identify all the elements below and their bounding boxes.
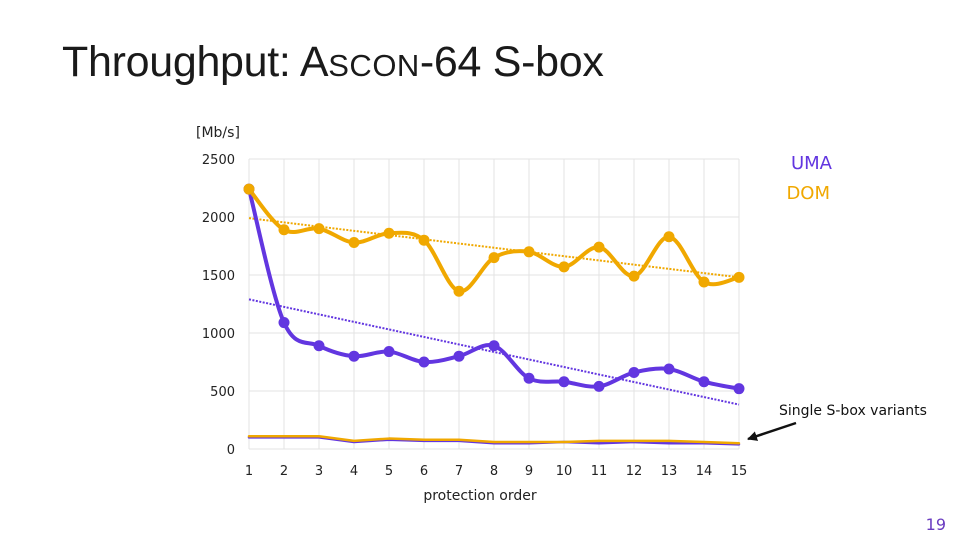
- data-point-uma: [594, 381, 605, 392]
- data-point-uma: [734, 383, 745, 394]
- data-point-dom: [279, 224, 290, 235]
- data-point-dom: [664, 231, 675, 242]
- data-point-uma: [349, 351, 360, 362]
- x-tick-label: 1: [245, 464, 253, 479]
- y-tick-label: 1000: [202, 327, 235, 342]
- data-point-dom: [384, 228, 395, 239]
- y-tick-label: 2500: [202, 153, 235, 168]
- annotation-label: Single S-box variants: [779, 403, 927, 419]
- y-tick-label: 2000: [202, 211, 235, 226]
- data-point-uma: [279, 317, 290, 328]
- y-tick-label: 500: [210, 385, 235, 400]
- annotation-arrow: [748, 423, 796, 439]
- data-point-uma: [384, 346, 395, 357]
- data-point-uma: [314, 340, 325, 351]
- data-point-dom: [559, 261, 570, 272]
- data-point-dom: [629, 271, 640, 282]
- x-tick-label: 15: [731, 464, 748, 479]
- data-point-dom: [524, 246, 535, 257]
- x-tick-label: 5: [385, 464, 393, 479]
- x-tick-label: 7: [455, 464, 463, 479]
- data-point-dom: [734, 272, 745, 283]
- x-axis-label: protection order: [423, 488, 537, 504]
- x-tick-label: 2: [280, 464, 288, 479]
- x-tick-label: 12: [626, 464, 643, 479]
- grid: [249, 159, 739, 449]
- legend-uma: UMA: [791, 153, 833, 174]
- x-tick-label: 14: [696, 464, 713, 479]
- y-tick-label: 1500: [202, 269, 235, 284]
- data-point-uma: [699, 376, 710, 387]
- data-point-dom: [349, 237, 360, 248]
- data-point-uma: [559, 376, 570, 387]
- data-point-uma: [629, 367, 640, 378]
- x-tick-label: 4: [350, 464, 358, 479]
- x-tick-label: 6: [420, 464, 428, 479]
- data-point-uma: [524, 373, 535, 384]
- x-tick-label: 13: [661, 464, 678, 479]
- y-axis-label: [Mb/s]: [196, 125, 240, 141]
- data-point-uma: [664, 363, 675, 374]
- data-point-dom: [699, 276, 710, 287]
- data-point-dom: [419, 235, 430, 246]
- x-tick-label: 11: [591, 464, 608, 479]
- data-point-dom: [489, 252, 500, 263]
- data-point-uma: [419, 357, 430, 368]
- data-point-dom: [594, 242, 605, 253]
- legend-dom: DOM: [786, 183, 830, 204]
- x-tick-label: 8: [490, 464, 498, 479]
- x-tick-label: 10: [556, 464, 573, 479]
- data-point-dom: [314, 223, 325, 234]
- x-tick-label: 3: [315, 464, 323, 479]
- page-number: 19: [926, 515, 946, 534]
- data-point-dom: [244, 184, 255, 195]
- data-point-uma: [454, 351, 465, 362]
- x-tick-label: 9: [525, 464, 533, 479]
- data-point-dom: [454, 286, 465, 297]
- data-point-uma: [489, 340, 500, 351]
- y-tick-label: 0: [227, 443, 235, 458]
